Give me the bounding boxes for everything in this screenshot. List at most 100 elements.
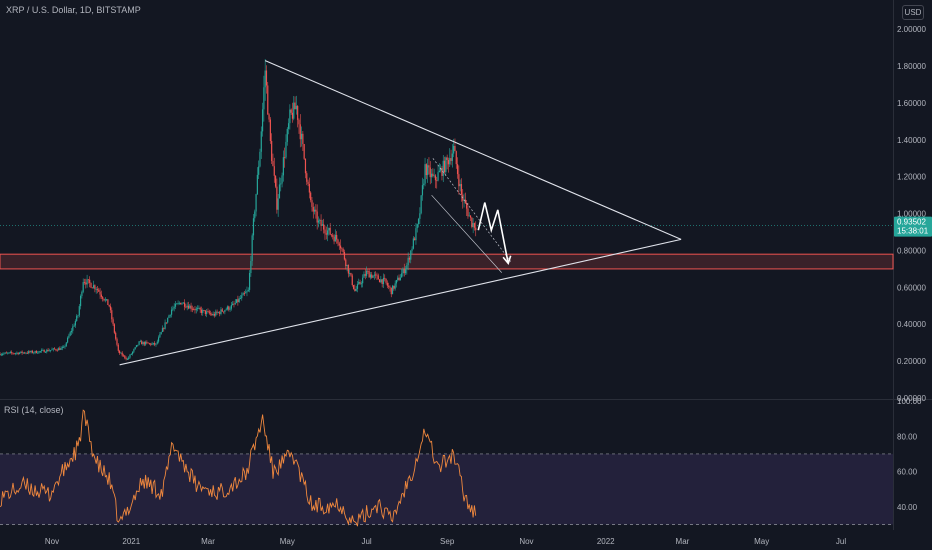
candle-body [332, 235, 334, 237]
candle-body [12, 352, 14, 354]
candle-body [89, 279, 91, 283]
candle-body [354, 288, 356, 291]
candle-body [247, 289, 249, 291]
candle-body [5, 352, 8, 354]
candle-body [172, 308, 174, 310]
candle-body [224, 310, 226, 312]
candle-body [14, 353, 17, 354]
candle-body [403, 268, 405, 274]
candle-body [209, 313, 212, 315]
candle-body [451, 153, 453, 161]
candle-body [259, 151, 261, 167]
candle-body [0, 353, 1, 356]
candle-body [404, 269, 407, 274]
candle-body [468, 215, 470, 217]
candle-body [204, 310, 206, 315]
candle-body [141, 341, 143, 345]
candle-body [109, 306, 112, 311]
candle-body [433, 175, 435, 177]
candle-body [207, 311, 209, 313]
candle-body [401, 273, 403, 278]
candle-body [43, 349, 45, 353]
candle-body [325, 233, 327, 235]
candle-body [347, 264, 349, 274]
candle-body [40, 350, 43, 352]
rsi-line [0, 409, 477, 527]
candle-body [289, 109, 291, 124]
channel-lower-line [431, 194, 502, 273]
candle-body [399, 277, 401, 281]
candle-body [105, 299, 108, 301]
candle-body [381, 279, 383, 284]
candle-body [329, 227, 331, 235]
candle-body [131, 351, 134, 354]
candle-body [202, 309, 204, 313]
candle-body [372, 275, 374, 278]
candle-body [76, 315, 78, 322]
candle-body [170, 309, 173, 315]
candle-body [341, 248, 343, 250]
candle-body [181, 303, 183, 305]
candle-body [157, 337, 160, 342]
candle-body [92, 285, 95, 288]
candle-body [206, 311, 208, 315]
candle-body [20, 351, 22, 353]
price-axis: 2.00000 1.80000 1.60000 1.40000 1.20000 1.000… [897, 25, 926, 403]
horizontal-support-zone[interactable] [0, 253, 894, 270]
candle-body [51, 349, 53, 351]
candle-body [154, 342, 156, 345]
candle-body [90, 282, 92, 288]
candle-body [384, 277, 386, 279]
candle-body [338, 243, 340, 246]
candle-body [252, 218, 255, 236]
candle-body [297, 105, 299, 120]
candle-body [94, 285, 96, 290]
candle-body [9, 352, 11, 353]
candle-body [397, 277, 399, 281]
candlestick-series [0, 59, 477, 361]
candle-body [284, 157, 286, 159]
candle-body [70, 330, 73, 333]
candle-body [31, 350, 34, 353]
candle-body [185, 306, 187, 308]
candle-body [63, 346, 65, 348]
trendline-drawings[interactable] [119, 60, 682, 366]
candle-body [135, 345, 138, 348]
candle-body [423, 183, 425, 186]
candle-body [128, 357, 130, 359]
candle-body [391, 285, 394, 295]
candle-body [220, 309, 222, 314]
candle-body [362, 277, 364, 284]
candle-body [104, 299, 106, 301]
candle-body [352, 285, 355, 289]
candle-body [219, 312, 221, 314]
candle-body [300, 133, 303, 140]
candle-body [393, 285, 395, 289]
candle-body [129, 354, 131, 358]
candle-body [69, 332, 71, 336]
candle-body [328, 227, 330, 231]
candle-body [313, 209, 316, 212]
candle-body [282, 157, 284, 176]
candle-body [228, 306, 230, 310]
candle-body [245, 292, 247, 294]
candle-body [272, 160, 274, 167]
candle-body [222, 311, 225, 313]
time-tick-label: Sep [440, 537, 455, 546]
candle-body [412, 238, 414, 249]
candle-body [138, 341, 140, 345]
candle-body [35, 350, 37, 354]
rsi-pane [0, 409, 893, 527]
candle-body [440, 168, 442, 171]
candle-body [285, 141, 287, 158]
rsi-indicator-title[interactable]: RSI (14, close) [4, 405, 64, 415]
time-tick-label: Nov [45, 537, 59, 546]
candle-body [215, 311, 217, 316]
price-tick-label: 1.60000 [897, 99, 926, 108]
price-tag-bg [894, 216, 932, 237]
candle-body [268, 114, 270, 120]
candle-body [121, 352, 123, 356]
candle-body [251, 235, 253, 261]
currency-button[interactable]: USD [902, 5, 924, 20]
